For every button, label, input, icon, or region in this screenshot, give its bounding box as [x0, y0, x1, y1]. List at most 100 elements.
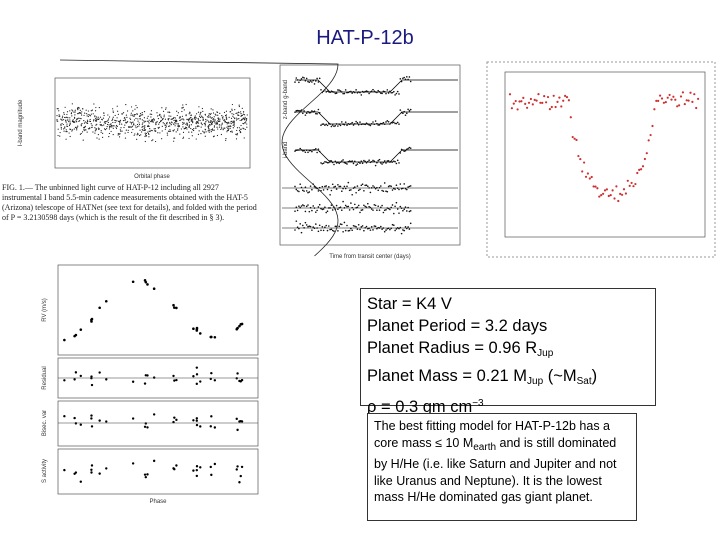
point [199, 425, 202, 428]
point [204, 123, 206, 126]
point [374, 120, 377, 122]
point [579, 157, 582, 161]
point [347, 181, 350, 184]
point [121, 130, 123, 132]
point [246, 123, 248, 125]
point [150, 110, 153, 112]
point [116, 125, 119, 127]
point [100, 124, 102, 126]
point [144, 129, 146, 131]
plot-frame [54, 77, 251, 169]
point [640, 168, 643, 171]
point [170, 115, 172, 117]
point [182, 123, 184, 125]
point [76, 108, 79, 110]
point [97, 127, 100, 129]
point [124, 124, 126, 126]
point [104, 122, 107, 124]
point [590, 175, 593, 179]
point [69, 128, 71, 130]
point [139, 112, 142, 115]
point [335, 204, 338, 207]
point [172, 420, 175, 424]
point [133, 113, 135, 116]
point [210, 124, 212, 126]
point [335, 188, 338, 190]
point [236, 127, 239, 129]
point [365, 225, 368, 228]
point [194, 117, 196, 119]
rv-model [59, 59, 339, 257]
point [385, 190, 387, 193]
point [226, 131, 228, 133]
point [344, 229, 347, 232]
point [168, 125, 170, 127]
point [200, 122, 202, 124]
point [228, 122, 230, 124]
point [330, 189, 333, 192]
point [357, 223, 360, 226]
band-label: i-band [283, 142, 289, 159]
point [65, 138, 67, 140]
point [89, 118, 91, 121]
point [325, 224, 328, 227]
line: Planet Radius = 0.96 RJup [367, 337, 649, 365]
point [77, 107, 79, 109]
point [90, 110, 92, 112]
point [302, 150, 304, 152]
point [59, 131, 61, 134]
point [361, 209, 364, 211]
point [367, 202, 369, 205]
text: earth [473, 441, 497, 453]
point [182, 136, 185, 138]
point [62, 115, 64, 117]
point [132, 128, 134, 131]
point [217, 117, 220, 119]
point [357, 189, 360, 192]
point [208, 131, 210, 133]
point [58, 115, 60, 118]
point [134, 113, 136, 116]
point [87, 128, 90, 130]
point [304, 210, 307, 213]
point [135, 125, 137, 127]
point [77, 113, 79, 115]
point [83, 127, 85, 129]
point [317, 190, 320, 192]
point [134, 108, 136, 110]
point [130, 114, 132, 116]
point [205, 131, 207, 133]
point [236, 465, 239, 468]
point [128, 126, 130, 128]
point [334, 225, 337, 228]
point [130, 112, 132, 114]
point [309, 80, 312, 82]
point [97, 133, 100, 136]
point [200, 126, 202, 128]
point [359, 211, 361, 214]
point [162, 122, 164, 124]
point [131, 114, 134, 116]
point [316, 77, 318, 80]
point [602, 192, 605, 195]
point [338, 225, 341, 228]
point [111, 119, 113, 122]
point [71, 109, 73, 111]
point [176, 129, 179, 131]
point [203, 131, 205, 133]
point [141, 128, 143, 131]
point [238, 117, 240, 120]
point [211, 120, 213, 123]
point [298, 205, 300, 207]
point [144, 475, 148, 479]
point [244, 128, 246, 131]
point [394, 205, 396, 208]
figure-border [486, 61, 716, 258]
point [338, 89, 341, 91]
point [307, 191, 309, 194]
point [126, 110, 129, 112]
point [382, 121, 385, 124]
point [516, 108, 519, 111]
point [171, 121, 173, 123]
point [84, 112, 86, 114]
